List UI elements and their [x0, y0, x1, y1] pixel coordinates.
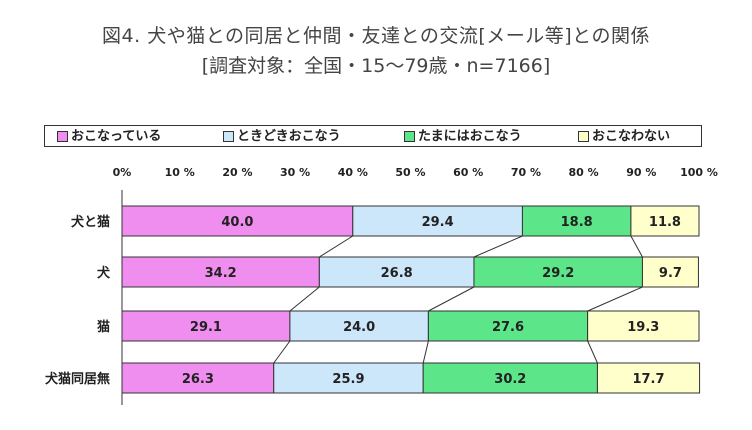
x-tick-label: 60 %	[453, 166, 483, 179]
data-label: 29.1	[190, 320, 222, 335]
x-tick-label: 80 %	[569, 166, 599, 179]
bar-segment	[121, 362, 275, 394]
data-label: 18.8	[561, 215, 593, 230]
data-label: 27.6	[492, 320, 524, 335]
category-label: 犬	[97, 265, 111, 281]
legend-item-series-2: ときどきおこなう	[223, 129, 341, 145]
x-tick-label: 30 %	[280, 166, 310, 179]
connector-line	[289, 286, 320, 312]
x-tick-label: 100 %	[680, 166, 718, 179]
x-tick-label: 70 %	[511, 166, 541, 179]
bar-segment	[641, 256, 699, 288]
x-tick-label: 0%	[113, 166, 132, 179]
category-label: 猫	[97, 319, 110, 335]
data-label: 26.3	[182, 372, 214, 387]
data-label: 25.9	[332, 372, 364, 387]
legend-item-series-3: たまにはおこなう	[404, 129, 522, 145]
legend-swatch-series-4	[578, 130, 589, 142]
bar-segment	[630, 205, 700, 237]
connector-line	[273, 340, 291, 364]
legend: おこなっている ときどきおこなう たまにはおこなう おこなわない	[44, 125, 702, 147]
connector-line	[428, 286, 475, 312]
bar-segment	[596, 362, 701, 394]
connector-line	[587, 340, 598, 364]
data-label: 34.2	[205, 266, 237, 281]
legend-label-series-2: ときどきおこなう	[237, 129, 341, 144]
connector-line	[319, 235, 354, 258]
data-label: 24.0	[343, 320, 375, 335]
x-tick-label: 10 %	[165, 166, 195, 179]
connector-line	[630, 235, 643, 258]
connector-line	[473, 235, 523, 258]
legend-label-series-4: おこなわない	[592, 129, 671, 144]
legend-label-series-1: おこなっている	[71, 129, 162, 144]
x-tick-label: 40 %	[338, 166, 368, 179]
data-label: 19.3	[627, 320, 659, 335]
category-label: 犬と猫	[71, 214, 110, 230]
x-tick-label: 20 %	[222, 166, 252, 179]
data-label: 26.8	[381, 266, 413, 281]
data-label: 29.2	[542, 266, 574, 281]
x-tick-label: 90 %	[626, 166, 656, 179]
category-label: 犬猫同居無	[45, 371, 110, 387]
bar-segment	[289, 310, 429, 342]
data-label: 30.2	[494, 372, 526, 387]
x-tick-label: 50 %	[395, 166, 425, 179]
bar-segment	[318, 256, 475, 288]
connector-line	[587, 286, 643, 312]
data-label: 40.0	[221, 215, 253, 230]
legend-swatch-series-3	[404, 130, 415, 142]
legend-swatch-series-1	[57, 130, 68, 142]
bar-segment	[273, 362, 424, 394]
chart-subtitle: [調査対象：全国・15～79歳・n=7166]	[201, 55, 551, 77]
bar-segment	[587, 310, 700, 342]
bar-segment	[352, 205, 523, 237]
data-label: 29.4	[422, 215, 454, 230]
legend-item-series-1: おこなっている	[57, 129, 161, 145]
bar-segment	[422, 362, 598, 394]
data-label: 17.7	[632, 372, 664, 387]
chart-title: 図4. 犬や猫との同居と仲間・友達との交流[メール等]との関係	[102, 25, 650, 47]
data-label: 9.7	[659, 266, 682, 281]
legend-item-series-4: おこなわない	[578, 129, 670, 145]
legend-swatch-series-2	[223, 130, 234, 142]
legend-label-series-3: たまにはおこなう	[418, 129, 522, 144]
connector-line	[422, 340, 429, 364]
data-label: 11.8	[649, 215, 681, 230]
